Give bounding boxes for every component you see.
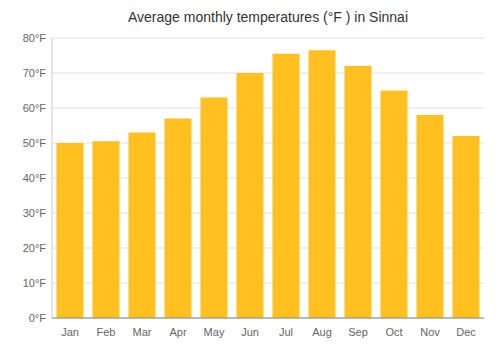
grid-line: [52, 108, 484, 109]
bar: [237, 73, 264, 318]
y-grid: [52, 38, 484, 318]
grid-line: [52, 318, 484, 319]
x-tick-label: Oct: [385, 326, 402, 338]
y-tick-label: 60°F: [23, 102, 47, 114]
y-tick-labels: 0°F 10°F 20°F 30°F 40°F 50°F 60°F 70°F 80°F: [23, 32, 47, 324]
bar: [345, 66, 372, 318]
bar: [165, 119, 192, 319]
y-tick-label: 30°F: [23, 207, 47, 219]
y-tick-label: 70°F: [23, 67, 47, 79]
y-tick-label: 10°F: [23, 277, 47, 289]
x-tick-label: Feb: [97, 326, 116, 338]
bar: [129, 133, 156, 319]
x-tick-labels: Jan Feb Mar Apr May Jun Jul Aug Sep Oct Nov Dec: [61, 326, 476, 338]
x-tick-label: Jan: [61, 326, 79, 338]
x-tick-label: Apr: [169, 326, 186, 338]
bar: [381, 91, 408, 319]
bars: [57, 50, 480, 318]
x-tick-label: Sep: [348, 326, 368, 338]
y-tick-label: 20°F: [23, 242, 47, 254]
x-tick-label: Aug: [312, 326, 332, 338]
y-tick-label: 0°F: [29, 312, 47, 324]
x-tick-label: Dec: [456, 326, 476, 338]
chart-svg: Average monthly temperatures (°F ) in Si…: [0, 0, 500, 350]
y-tick-label: 50°F: [23, 137, 47, 149]
y-axis-line: [52, 38, 53, 318]
bar: [273, 54, 300, 318]
grid-line: [52, 73, 484, 74]
bar: [417, 115, 444, 318]
bar: [57, 143, 84, 318]
x-tick-label: Nov: [420, 326, 440, 338]
bar: [309, 50, 336, 318]
chart-title: Average monthly temperatures (°F ) in Si…: [128, 9, 408, 25]
x-tick-label: Mar: [133, 326, 152, 338]
bar: [453, 136, 480, 318]
bar: [93, 141, 120, 318]
y-tick-label: 80°F: [23, 32, 47, 44]
bar: [201, 98, 228, 319]
y-tick-label: 40°F: [23, 172, 47, 184]
grid-line: [52, 38, 484, 39]
x-tick-label: May: [204, 326, 225, 338]
x-tick-label: Jun: [241, 326, 259, 338]
x-axis-line: [52, 318, 484, 319]
chart-container: Average monthly temperatures (°F ) in Si…: [0, 0, 500, 350]
x-tick-label: Jul: [279, 326, 293, 338]
page: {"chart_data": {"type": "bar", "title": …: [0, 0, 500, 350]
